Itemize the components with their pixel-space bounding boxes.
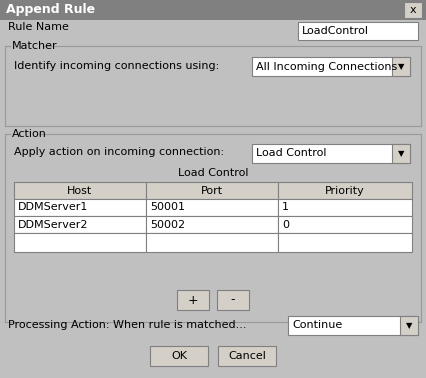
Text: ▼: ▼ [398, 149, 404, 158]
Text: Append Rule: Append Rule [6, 3, 95, 16]
Bar [218, 346, 276, 366]
Bar [150, 346, 208, 366]
Text: Cancel: Cancel [228, 351, 266, 361]
Text: ▼: ▼ [398, 62, 404, 71]
Bar [392, 57, 410, 76]
Bar [278, 182, 412, 199]
Bar [14, 216, 146, 233]
Text: Load Control: Load Control [178, 168, 248, 178]
Text: ▼: ▼ [406, 321, 412, 330]
Bar [14, 182, 146, 199]
Text: -: - [231, 293, 235, 307]
Text: Host: Host [67, 186, 92, 195]
Bar [146, 216, 278, 233]
Text: OK: OK [171, 351, 187, 361]
Bar [288, 316, 418, 335]
Text: 50002: 50002 [150, 220, 185, 229]
Text: Apply action on incoming connection:: Apply action on incoming connection: [14, 147, 224, 157]
Bar [146, 233, 278, 252]
Text: 0: 0 [282, 220, 289, 229]
Text: Rule Name: Rule Name [8, 22, 69, 32]
Bar [400, 316, 418, 335]
Text: Load Control: Load Control [256, 149, 326, 158]
Text: x: x [410, 5, 416, 15]
Text: DDMServer1: DDMServer1 [18, 203, 88, 212]
Text: 50001: 50001 [150, 203, 185, 212]
Bar [298, 22, 418, 40]
Bar [217, 290, 249, 310]
Bar [278, 216, 412, 233]
Text: Continue: Continue [292, 321, 342, 330]
Text: LoadControl: LoadControl [302, 26, 369, 36]
Text: Identify incoming connections using:: Identify incoming connections using: [14, 61, 219, 71]
Text: +: + [188, 293, 199, 307]
Text: Processing Action: When rule is matched...: Processing Action: When rule is matched.… [8, 320, 247, 330]
Bar [404, 2, 422, 18]
Bar [14, 233, 146, 252]
Bar [146, 182, 278, 199]
Text: Priority: Priority [325, 186, 365, 195]
Bar [278, 199, 412, 216]
Bar [177, 290, 209, 310]
Bar [252, 57, 410, 76]
Text: Matcher: Matcher [12, 41, 58, 51]
Text: 1: 1 [282, 203, 289, 212]
Bar [392, 144, 410, 163]
Text: All Incoming Connections: All Incoming Connections [256, 62, 397, 71]
Text: Port: Port [201, 186, 223, 195]
Bar [146, 199, 278, 216]
Bar [252, 144, 410, 163]
Bar [14, 199, 146, 216]
Text: Action: Action [12, 129, 47, 139]
Bar [278, 233, 412, 252]
Text: DDMServer2: DDMServer2 [18, 220, 89, 229]
Bar [0, 0, 426, 20]
